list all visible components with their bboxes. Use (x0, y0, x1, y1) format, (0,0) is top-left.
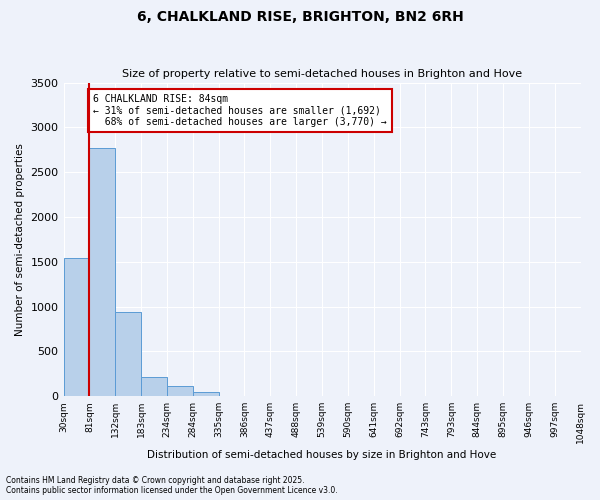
Text: 6 CHALKLAND RISE: 84sqm
← 31% of semi-detached houses are smaller (1,692)
  68% : 6 CHALKLAND RISE: 84sqm ← 31% of semi-de… (93, 94, 387, 126)
Title: Size of property relative to semi-detached houses in Brighton and Hove: Size of property relative to semi-detach… (122, 69, 522, 79)
Text: 6, CHALKLAND RISE, BRIGHTON, BN2 6RH: 6, CHALKLAND RISE, BRIGHTON, BN2 6RH (137, 10, 463, 24)
Bar (89, 148, 115, 396)
Text: Contains HM Land Registry data © Crown copyright and database right 2025.
Contai: Contains HM Land Registry data © Crown c… (6, 476, 338, 495)
Bar (141, 378, 167, 396)
Bar (64, 258, 89, 396)
Bar (167, 386, 193, 396)
Bar (193, 392, 218, 396)
X-axis label: Distribution of semi-detached houses by size in Brighton and Hove: Distribution of semi-detached houses by … (148, 450, 497, 460)
Bar (115, 312, 141, 396)
Y-axis label: Number of semi-detached properties: Number of semi-detached properties (15, 143, 25, 336)
